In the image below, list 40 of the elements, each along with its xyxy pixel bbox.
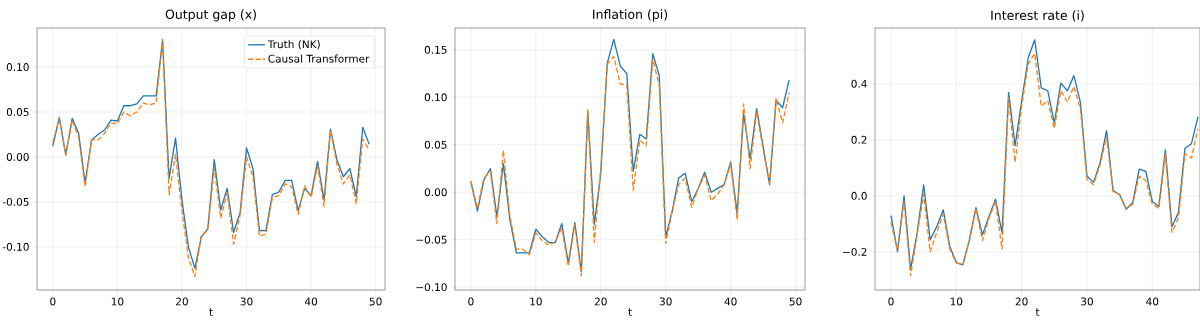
chart-title: Inflation (pi) xyxy=(593,9,668,22)
x-tick-label: 30 xyxy=(1081,297,1093,306)
x-tick-label: 30 xyxy=(659,297,672,306)
legend-label: Causal Transformer xyxy=(268,54,370,63)
y-tick-label: 0.10 xyxy=(424,93,447,102)
x-tick-label: 40 xyxy=(724,297,737,306)
x-tick-label: 20 xyxy=(1015,297,1028,306)
x-axis-title: t xyxy=(209,308,213,316)
x-tick-label: 10 xyxy=(530,297,542,306)
x-tick-label: 20 xyxy=(594,297,607,306)
legend-label: Truth (NK) xyxy=(267,40,320,50)
x-tick-label: 0 xyxy=(50,297,56,306)
y-tick-label: -0.05 xyxy=(2,197,29,206)
y-tick-label: 0.05 xyxy=(424,140,447,149)
x-tick-label: 50 xyxy=(789,297,802,306)
y-tick-label: −0.05 xyxy=(416,235,447,244)
y-tick-label: 0.4 xyxy=(851,79,867,88)
y-tick-label: 0.15 xyxy=(424,45,447,54)
x-axis-title: t xyxy=(1035,308,1040,316)
x-tick-label: 0 xyxy=(468,297,474,306)
x-axis-title: t xyxy=(628,308,632,316)
y-tick-label: 0.05 xyxy=(6,108,29,116)
y-tick-label: 0.00 xyxy=(6,152,29,161)
y-tick-label: −0.10 xyxy=(416,283,447,292)
y-tick-label: 0.00 xyxy=(424,188,447,197)
y-tick-label: −0.2 xyxy=(843,247,867,256)
x-tick-label: 50 xyxy=(369,297,382,306)
y-tick-label: -0.10 xyxy=(2,242,29,251)
x-tick-label: 10 xyxy=(950,297,963,306)
x-tick-label: 40 xyxy=(1146,297,1159,306)
x-tick-label: 30 xyxy=(240,297,253,306)
chart-title: Interest rate (i) xyxy=(991,10,1084,22)
y-tick-label: 0.0 xyxy=(851,191,867,200)
x-tick-label: 20 xyxy=(176,297,188,306)
x-tick-label: 0 xyxy=(888,297,894,306)
chart-title: Output gap (x) xyxy=(165,9,256,22)
y-tick-label: 0.10 xyxy=(6,63,29,72)
y-tick-label: 0.2 xyxy=(851,135,867,144)
x-tick-label: 40 xyxy=(304,297,318,306)
x-tick-label: 10 xyxy=(111,297,124,306)
